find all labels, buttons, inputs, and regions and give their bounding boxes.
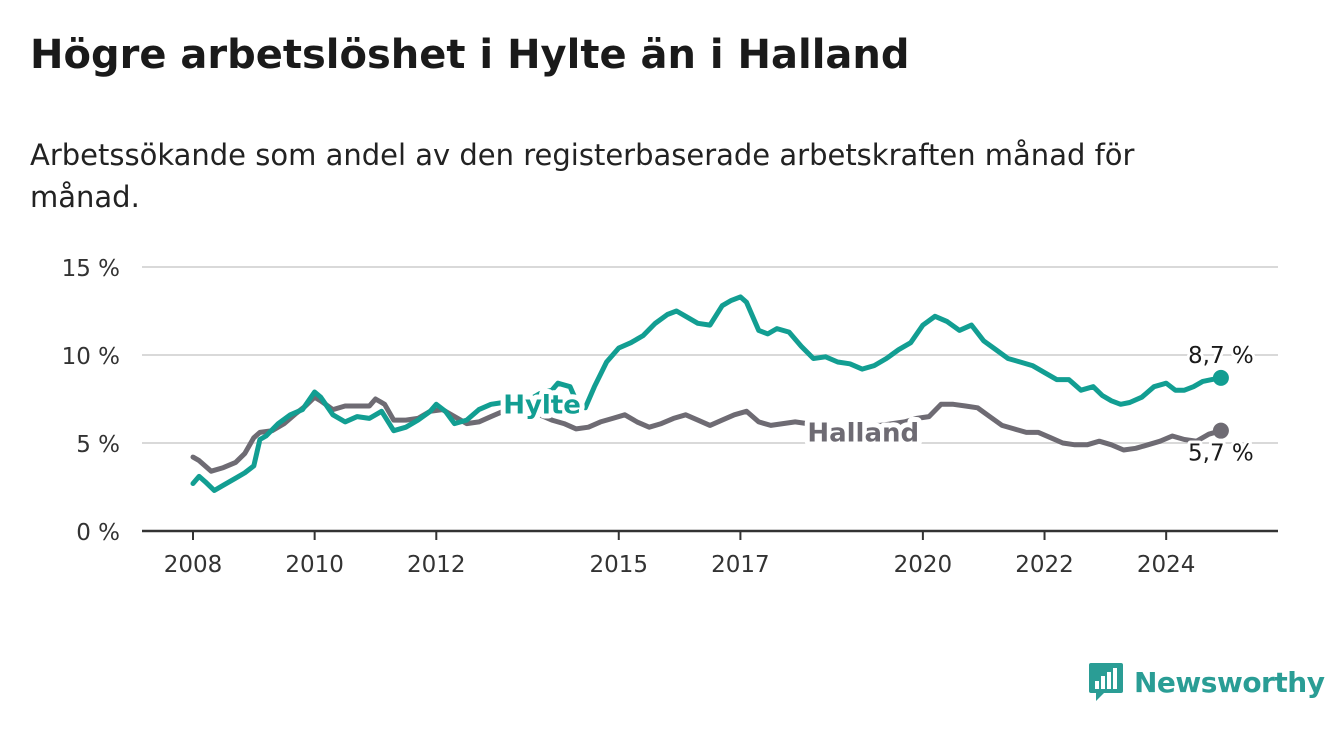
newsworthy-brand[interactable]: Newsworthy [1088, 660, 1325, 704]
x-tick-label: 2020 [894, 552, 953, 578]
x-axis-ticks: 2008 2010 2012 2015 2017 2020 2022 2024 [164, 531, 1196, 578]
y-tick-label: 10 % [62, 344, 120, 370]
chart-subtitle: Arbetssökande som andel av den registerb… [30, 138, 1135, 214]
x-tick-label: 2017 [711, 552, 770, 578]
end-value-label-hylte: 8,7 % [1188, 343, 1254, 369]
y-tick-label: 5 % [76, 432, 120, 458]
x-tick-label: 2015 [589, 552, 648, 578]
series-line-halland [190, 394, 1224, 474]
newsworthy-logo-icon [1089, 663, 1123, 701]
x-tick-label: 2010 [285, 552, 344, 578]
end-value-label-halland: 5,7 % [1188, 441, 1254, 467]
x-tick-label: 2022 [1015, 552, 1074, 578]
end-point-halland [1212, 422, 1229, 439]
series-labels: 8,7 % 5,7 % Hylte Halland [498, 340, 1257, 470]
x-tick-label: 2024 [1137, 552, 1196, 578]
brand-name: Newsworthy [1134, 665, 1325, 699]
end-point-hylte [1212, 369, 1229, 386]
y-tick-label: 0 % [76, 520, 120, 546]
series-line-hylte [190, 294, 1224, 493]
series-name-label-halland: Halland [807, 418, 919, 448]
x-tick-label: 2012 [407, 552, 466, 578]
series-name-label-hylte: Hylte [503, 390, 581, 420]
y-axis-ticks: 0 % 5 % 10 % 15 % [62, 256, 120, 546]
chart-title: Högre arbetslöshet i Hylte än i Halland [30, 32, 910, 78]
y-tick-label: 15 % [62, 256, 120, 282]
x-tick-label: 2008 [164, 552, 223, 578]
series-lines [190, 294, 1224, 493]
